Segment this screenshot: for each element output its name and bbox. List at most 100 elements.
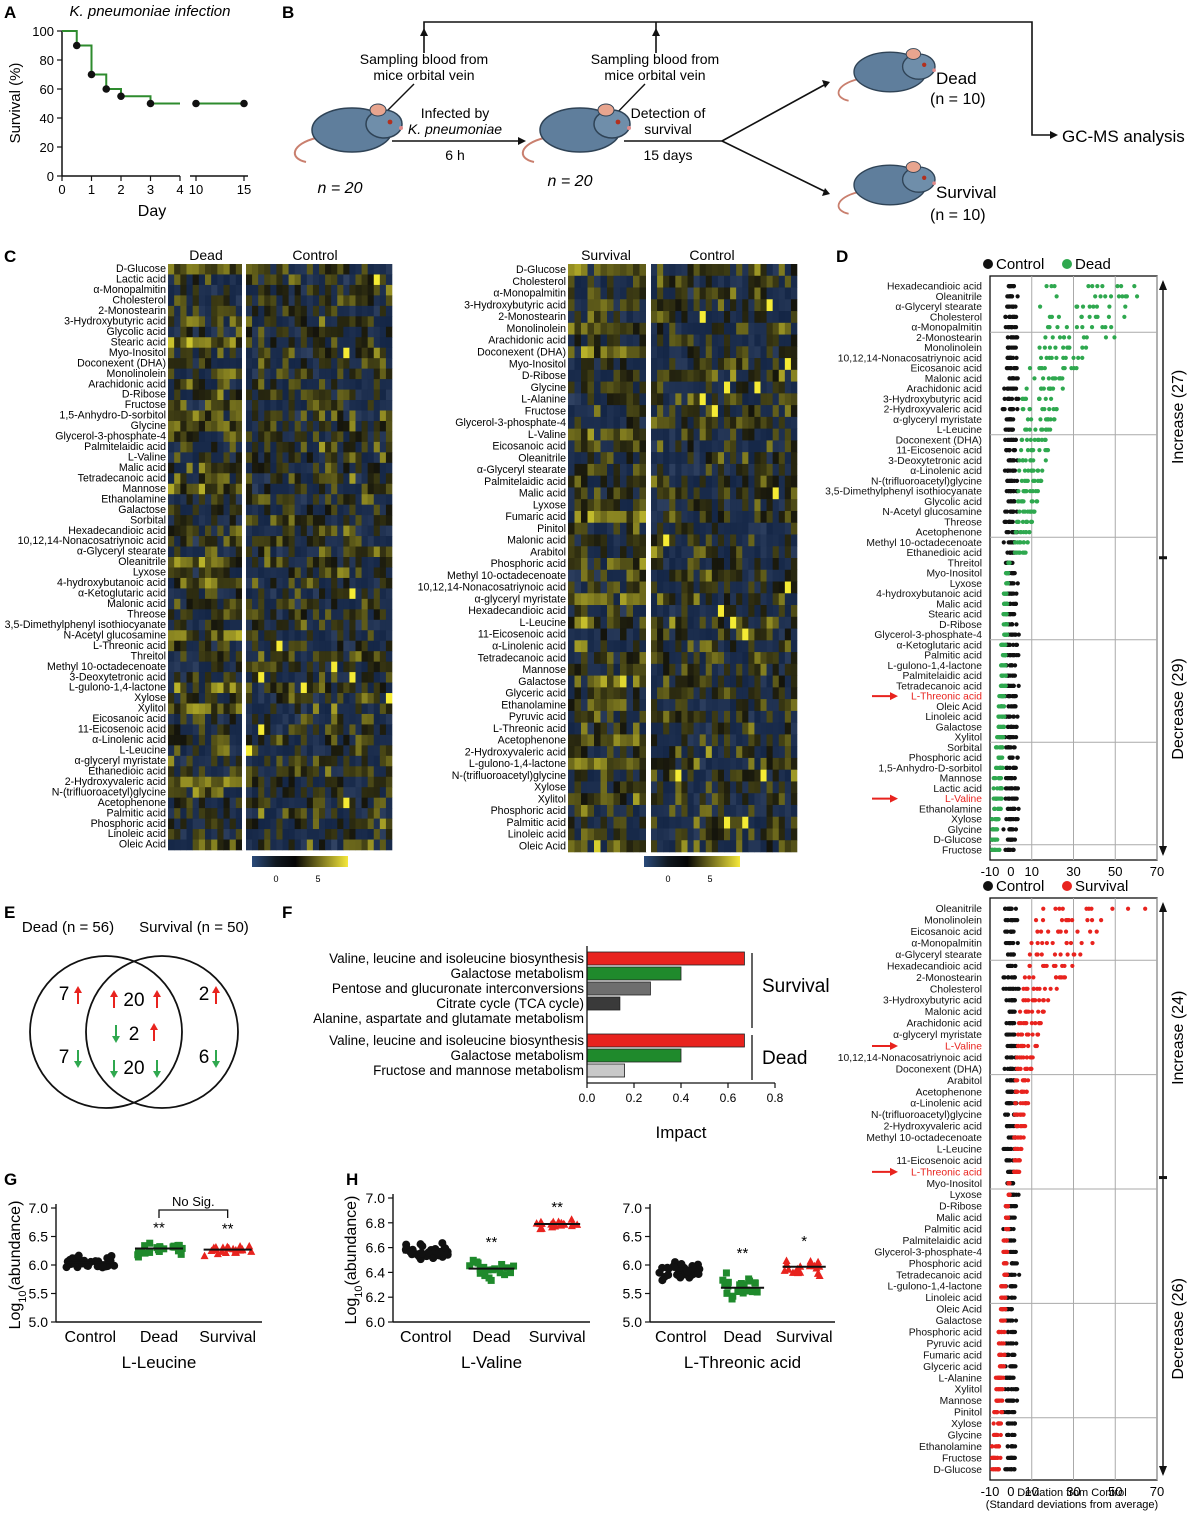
heatmap-cell bbox=[349, 672, 355, 683]
heatmap-cell bbox=[319, 840, 325, 851]
heatmap-cell bbox=[581, 640, 588, 652]
heatmap-cell bbox=[712, 429, 718, 441]
heatmap-cell bbox=[588, 370, 595, 382]
heatmap-cell bbox=[258, 829, 264, 840]
heatmap-cell bbox=[270, 348, 276, 359]
heatmap-cell bbox=[252, 704, 258, 715]
heatmap-cell bbox=[224, 327, 230, 338]
heatmap-cell bbox=[187, 683, 193, 694]
heatmap-cell bbox=[319, 515, 325, 526]
heatmap-cell bbox=[688, 299, 694, 311]
heatmap-cell bbox=[688, 676, 694, 688]
heatmap-cell bbox=[283, 494, 289, 505]
heatmap-cell bbox=[669, 817, 675, 829]
heatmap-cell bbox=[627, 805, 634, 817]
heatmap-cell bbox=[368, 651, 374, 662]
heatmap-cell bbox=[748, 570, 754, 582]
heatmap-cell bbox=[258, 274, 264, 285]
heatmap-cell bbox=[301, 411, 307, 422]
heatmap-cell bbox=[754, 699, 760, 711]
heatmap-cell bbox=[325, 473, 331, 484]
heatmap-cell bbox=[614, 664, 621, 676]
heatmap-cell bbox=[694, 323, 700, 335]
heatmap-cell bbox=[319, 557, 325, 568]
heatmap-cell bbox=[633, 288, 640, 300]
heatmap-cell bbox=[785, 429, 791, 441]
heatmap-cell bbox=[663, 429, 669, 441]
heatmap-cell bbox=[669, 699, 675, 711]
heatmap-cell bbox=[199, 390, 205, 401]
heatmap-cell bbox=[594, 605, 601, 617]
heatmap-cell bbox=[640, 652, 647, 664]
heatmap-cell bbox=[675, 593, 681, 605]
heatmap-cell bbox=[289, 348, 295, 359]
heatmap-cell bbox=[754, 770, 760, 782]
heatmap-cell bbox=[761, 523, 767, 535]
heatmap-cell bbox=[594, 346, 601, 358]
heatmap-cell bbox=[742, 664, 748, 676]
heatmap-cell bbox=[307, 578, 313, 589]
heatmap-cell bbox=[295, 295, 301, 306]
heatmap-cell bbox=[224, 704, 230, 715]
heatmap-cell bbox=[331, 431, 337, 442]
heatmap-cell bbox=[575, 640, 582, 652]
heatmap-cell bbox=[620, 393, 627, 405]
heatmap-cell bbox=[199, 651, 205, 662]
heatmap-cell bbox=[669, 405, 675, 417]
heatmap-cell bbox=[581, 770, 588, 782]
heatmap-cell bbox=[264, 431, 270, 442]
heatmap-cell bbox=[688, 770, 694, 782]
heatmap-cell bbox=[601, 523, 608, 535]
heatmap-cell bbox=[724, 370, 730, 382]
heatmap-cell bbox=[748, 605, 754, 617]
heatmap-cell bbox=[295, 735, 301, 746]
control-point bbox=[1010, 633, 1014, 637]
heatmap-cell bbox=[258, 662, 264, 673]
heatmap-cell bbox=[607, 499, 614, 511]
heatmap-cell bbox=[217, 463, 223, 474]
heatmap-cell bbox=[224, 766, 230, 777]
heatmap-cell bbox=[276, 452, 282, 463]
heatmap-cell bbox=[180, 609, 186, 620]
heatmap-cell bbox=[681, 793, 687, 805]
heatmap-cell bbox=[761, 734, 767, 746]
heatmap-cell bbox=[736, 464, 742, 476]
panel-label-f: F bbox=[282, 903, 292, 922]
heatmap-cell bbox=[362, 327, 368, 338]
heatmap-cell bbox=[313, 337, 319, 348]
heatmap-cell bbox=[283, 452, 289, 463]
heatmap-cell bbox=[258, 358, 264, 369]
panel-label-g: G bbox=[4, 1170, 17, 1189]
heatmap-cell bbox=[246, 735, 252, 746]
heatmap-cell bbox=[607, 629, 614, 641]
heatmap-cell bbox=[301, 651, 307, 662]
heatmap-cell bbox=[594, 276, 601, 288]
heatmap-cell bbox=[258, 651, 264, 662]
heatmap-cell bbox=[270, 411, 276, 422]
heatmap-cell bbox=[754, 335, 760, 347]
heatmap-cell bbox=[627, 440, 634, 452]
heatmap-cell bbox=[588, 405, 595, 417]
heatmap-cell bbox=[386, 714, 392, 725]
heatmap-cell bbox=[767, 817, 773, 829]
heatmap-cell bbox=[640, 405, 647, 417]
heatmap-cell bbox=[785, 652, 791, 664]
heatmap-cell bbox=[236, 630, 242, 641]
heatmap-cell bbox=[581, 452, 588, 464]
heatmap-cell bbox=[289, 515, 295, 526]
heatmap-cell bbox=[386, 505, 392, 516]
heatmap-cell bbox=[325, 536, 331, 547]
heatmap-cell bbox=[193, 787, 199, 798]
heatmap-row-label: Oleanitrile bbox=[518, 452, 566, 464]
heatmap-cell bbox=[331, 400, 337, 411]
heatmap-cell bbox=[380, 358, 386, 369]
heatmap-cell bbox=[614, 828, 621, 840]
heatmap-cell bbox=[362, 777, 368, 788]
heatmap-cell bbox=[575, 558, 582, 570]
heatmap-cell bbox=[773, 605, 779, 617]
heatmap-cell bbox=[742, 511, 748, 523]
heatmap-cell bbox=[675, 264, 681, 276]
group-point bbox=[1029, 438, 1033, 442]
heatmap-cell bbox=[681, 558, 687, 570]
heatmap-cell bbox=[700, 276, 706, 288]
